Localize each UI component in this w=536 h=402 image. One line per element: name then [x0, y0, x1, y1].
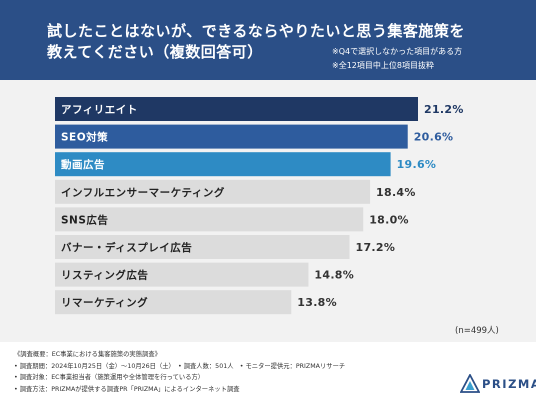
- bar-value-4: 18.4%: [376, 186, 416, 199]
- condition-note: ※Q4で選択しなかった項目がある方: [332, 47, 463, 56]
- bar-label-1: アフィリエイト: [61, 104, 138, 116]
- bar-4: [55, 179, 371, 204]
- bar-2: [55, 124, 408, 149]
- bar-label-2: SEO対策: [61, 131, 108, 144]
- bar-label-3: 動画広告: [61, 158, 105, 171]
- prizma-logo: PRIZMA: [460, 374, 536, 394]
- bar-label-5: SNS広告: [61, 213, 108, 226]
- bar-value-8: 13.8%: [297, 296, 337, 309]
- prizma-logo-icon: [460, 374, 480, 393]
- bar-3: [55, 152, 391, 177]
- survey-method: • 調査方法：PRIZMAが提供する調査PR「PRIZMA」によるインターネット…: [14, 385, 240, 393]
- bar-label-4: インフルエンサーマーケティング: [61, 186, 225, 199]
- bar-value-3: 19.6%: [397, 158, 437, 171]
- chart-panel: アフィリエイト 21.2% SEO対策 20.6% 動画広告 19.6% インフルエンサーマ…: [0, 80, 536, 342]
- prizma-logo-text: PRIZMA: [482, 377, 536, 391]
- chart-title-line2: 教えてください（複数回答可）: [47, 43, 263, 61]
- bar-label-6: バナー・ディスプレイ広告: [61, 241, 192, 254]
- survey-overview-title: 《調査概要：EC事業における集客施策の実態調査》: [14, 351, 161, 358]
- bar-chart: アフィリエイト 21.2% SEO対策 20.6% 動画広告 19.6% インフルエンサーマ…: [55, 97, 464, 315]
- sample-size-label: (n=499人): [455, 326, 499, 336]
- bar-8: [55, 290, 292, 315]
- survey-overview: 《調査概要：EC事業における集客施策の実態調査》 • 調査期間：2024年10月…: [14, 349, 345, 395]
- bar-6: [55, 235, 350, 259]
- bar-value-5: 18.0%: [369, 213, 409, 226]
- bar-label-8: リマーケティング: [61, 296, 148, 309]
- bar-value-7: 14.8%: [314, 269, 354, 282]
- bar-value-6: 17.2%: [356, 241, 396, 254]
- survey-target: • 調査対象：EC事業担当者（施策運用や全体管理を行っている方）: [14, 374, 205, 381]
- excerpt-note: ※全12項目中上位8項目抜粋: [332, 61, 434, 70]
- chart-title-line1: 試したことはないが、できるならやりたいと思う集客施策を: [47, 22, 465, 40]
- bar-1: [55, 97, 418, 121]
- bar-value-2: 20.6%: [414, 131, 454, 144]
- bar-value-1: 21.2%: [424, 103, 464, 116]
- survey-period: • 調査期間：2024年10月25日（金）〜10月26日（土） • 調査人数：5…: [14, 362, 346, 370]
- header-banner: 試したことはないが、できるならやりたいと思う集客施策を 教えてください（複数回答…: [0, 0, 536, 80]
- bar-7: [55, 262, 309, 287]
- bar-label-7: リスティング広告: [61, 269, 148, 282]
- bar-5: [55, 207, 364, 232]
